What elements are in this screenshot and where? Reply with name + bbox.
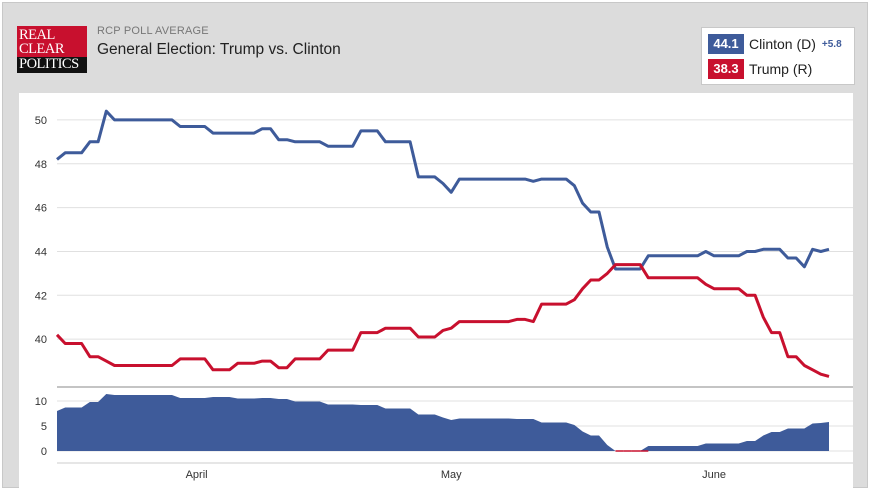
y-tick-label-main-4: 48 — [35, 159, 47, 171]
chart-subtitle: RCP POLL AVERAGE — [97, 25, 209, 37]
series-line-clinton — [56, 109, 830, 271]
series-line-trump — [55, 263, 830, 378]
y-tick-label-spread-2: 10 — [35, 396, 47, 408]
legend-name-clinton: Clinton (D) — [749, 36, 816, 52]
y-tick-label-main-2: 44 — [35, 246, 47, 258]
spread-area — [57, 394, 829, 451]
logo-line-2: CLEAR — [19, 41, 65, 57]
y-tick-label-spread-1: 5 — [41, 421, 47, 433]
legend-value-clinton: 44.1 — [708, 34, 744, 54]
chart-svg: 40 42 44 46 48 50 0 5 10 April May June — [35, 109, 853, 481]
y-tick-label-main-0: 40 — [35, 334, 47, 346]
rcp-logo[interactable]: REAL CLEAR POLITICS — [17, 26, 87, 73]
logo-line-3: POLITICS — [19, 56, 79, 72]
x-tick-label-2: June — [702, 469, 726, 481]
logo-red-band — [17, 26, 87, 57]
legend-name-trump: Trump (R) — [749, 61, 813, 77]
y-tick-label-main-3: 46 — [35, 203, 47, 215]
chart-title: General Election: Trump vs. Clinton — [97, 41, 341, 58]
y-tick-label-main-1: 42 — [35, 290, 47, 302]
legend-spread: +5.8 — [821, 38, 842, 50]
chart-area: 40 42 44 46 48 50 0 5 10 April May June — [19, 93, 853, 489]
logo-line-1: REAL — [19, 27, 55, 43]
y-tick-label-spread-0: 0 — [41, 446, 47, 458]
legend-entry-trump[interactable]: 38.3 Trump (R) — [708, 59, 812, 79]
x-tick-label-0: April — [186, 469, 208, 481]
legend-value-trump: 38.3 — [708, 59, 744, 79]
x-tick-label-1: May — [441, 469, 462, 481]
legend-entry-clinton[interactable]: 44.1 Clinton (D) +5.8 — [708, 34, 842, 54]
y-tick-label-main-5: 50 — [35, 115, 47, 127]
legend: 44.1 Clinton (D) +5.8 38.3 Trump (R) — [701, 27, 855, 85]
